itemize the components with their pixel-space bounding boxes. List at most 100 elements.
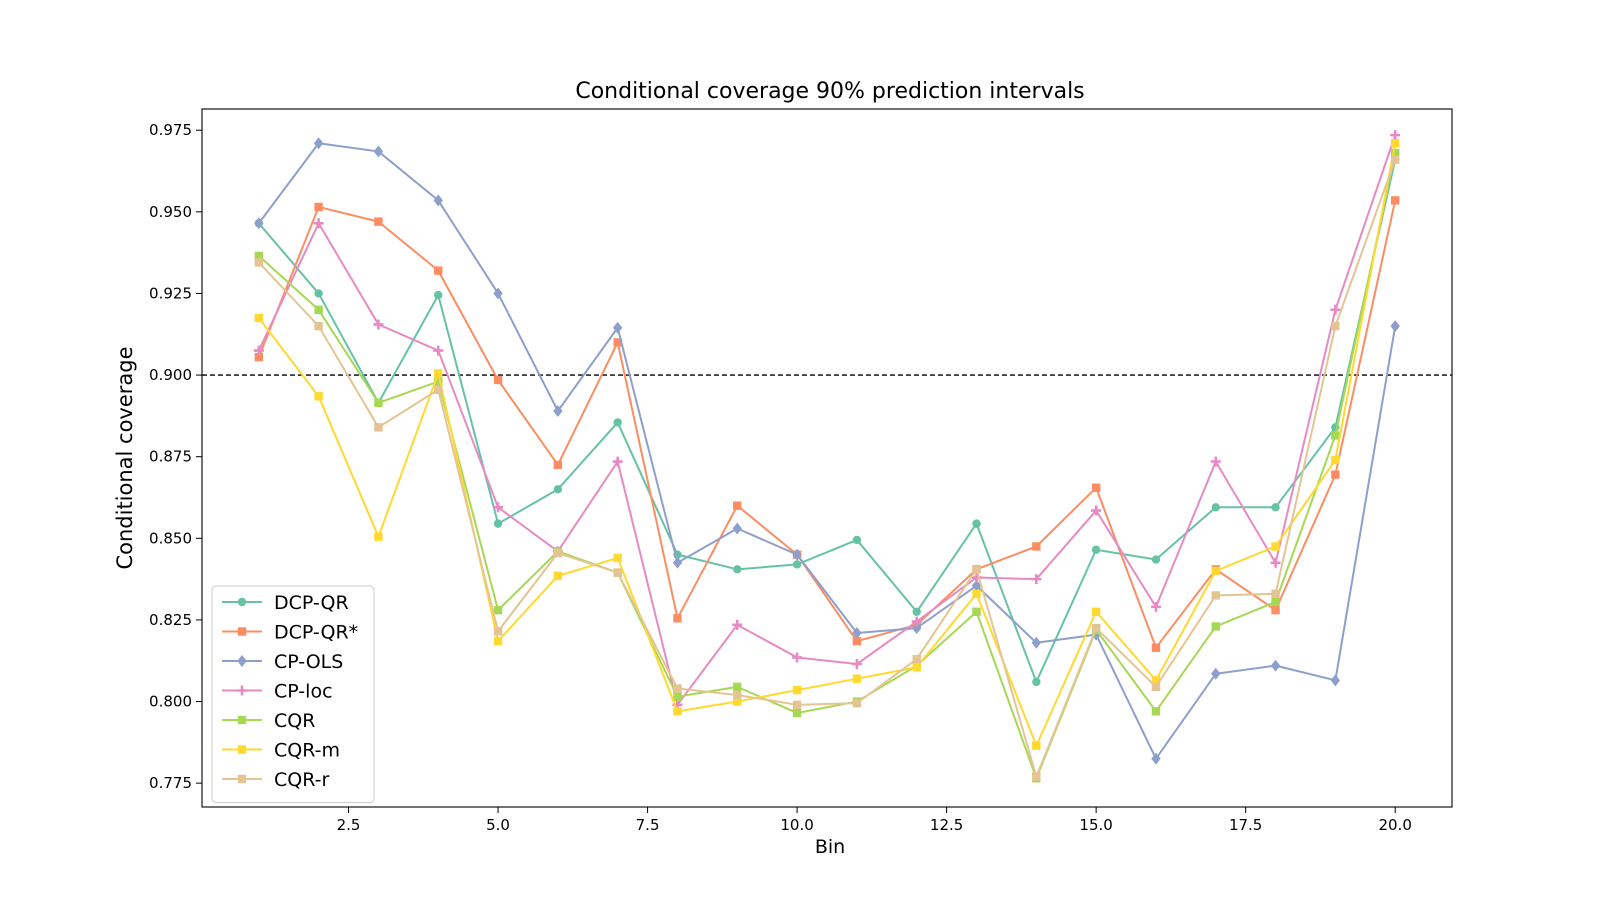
data-point [433, 345, 444, 356]
data-point [1211, 622, 1220, 631]
data-point [792, 700, 802, 710]
data-point [1032, 542, 1041, 551]
data-point [374, 398, 383, 408]
data-point [434, 290, 443, 300]
data-point [434, 385, 443, 394]
data-point [1331, 470, 1340, 479]
data-point [493, 605, 503, 615]
data-point [1270, 557, 1281, 568]
data-point [912, 607, 921, 616]
series-cqr-r [254, 155, 1400, 781]
data-point [1091, 483, 1101, 492]
data-point [1031, 636, 1042, 649]
y-tick-label: 0.875 [149, 448, 192, 466]
data-point [1271, 542, 1280, 551]
data-point [852, 674, 862, 683]
legend-label: CQR-m [274, 740, 340, 762]
x-tick-label: 7.5 [636, 816, 660, 834]
data-point [493, 502, 504, 513]
data-point [1390, 196, 1400, 205]
legend-item-cqr: CQR [222, 710, 315, 732]
legend: DCP-QR DCP-QR* CP-OLS CP-loc CQR CQR-m CQR-r [211, 585, 375, 803]
series-line [257, 134, 1397, 706]
data-point [852, 626, 862, 639]
data-point [254, 352, 264, 362]
y-tick-label: 0.775 [149, 774, 192, 792]
data-point [1331, 321, 1340, 331]
data-point [1271, 597, 1280, 607]
data-point [493, 519, 503, 528]
y-tick-label: 0.850 [149, 529, 192, 547]
data-point [373, 145, 384, 158]
data-point [1330, 304, 1341, 315]
y-tick-label: 0.825 [149, 611, 192, 629]
data-point [1331, 431, 1340, 440]
data-point [912, 654, 921, 664]
data-point [553, 485, 563, 494]
data-point [912, 663, 921, 672]
legend-item-dcp-qr: DCP-QR [222, 592, 349, 614]
legend-label: CP-loc [274, 681, 333, 703]
data-point [1331, 455, 1340, 465]
data-point [1151, 643, 1161, 652]
y-tick-label: 0.950 [149, 203, 192, 221]
data-point [1210, 456, 1221, 467]
data-point [493, 636, 503, 646]
plot-area: 2.5 5.0 7.5 10.0 12.5 15.0 17.5 20.0 0.775 0.800 0… [149, 108, 1453, 834]
y-tick-label: 0.975 [149, 121, 192, 139]
data-point [1031, 574, 1042, 585]
legend-label: CQR-r [274, 769, 330, 791]
data-point [253, 345, 264, 356]
data-point [493, 627, 503, 636]
data-point [972, 589, 981, 599]
data-point [553, 460, 563, 470]
series-line [258, 159, 1397, 683]
data-point [733, 565, 742, 574]
y-tick-label: 0.925 [149, 284, 192, 302]
data-point [254, 217, 264, 230]
y-axis-label: Conditional coverage [113, 346, 137, 569]
legend-item-cqr-r: CQR-r [222, 769, 330, 791]
y-tick-label: 0.800 [149, 693, 192, 711]
data-point [433, 194, 443, 207]
data-point [1390, 139, 1400, 148]
series-cp-ols [254, 137, 1400, 765]
data-point [1390, 130, 1401, 141]
data-point [672, 556, 683, 569]
data-point [613, 418, 622, 427]
legend-marker [237, 715, 247, 725]
data-point [493, 287, 503, 300]
data-point [732, 522, 742, 535]
data-point [673, 692, 682, 701]
legend-item-cp-loc: CP-loc [222, 681, 333, 703]
data-point [254, 258, 264, 267]
data-point [1211, 566, 1220, 576]
data-point [553, 571, 563, 581]
data-point [673, 684, 682, 693]
data-point [313, 137, 324, 150]
data-point [1032, 772, 1041, 781]
x-tick-label: 17.5 [1229, 816, 1262, 834]
x-tick-label: 12.5 [930, 816, 963, 834]
data-point [792, 548, 802, 561]
data-point [374, 532, 383, 541]
data-point [1151, 682, 1161, 692]
data-point [972, 565, 981, 574]
series-line [258, 143, 1397, 747]
data-point [613, 568, 622, 577]
data-point [314, 392, 323, 401]
data-point [1211, 503, 1220, 512]
data-point [1271, 503, 1280, 512]
data-point [792, 652, 803, 663]
x-tick-label: 15.0 [1079, 816, 1112, 834]
data-point [972, 519, 981, 528]
data-point [732, 619, 743, 630]
data-point [1151, 752, 1161, 765]
data-point [733, 690, 742, 700]
legend-marker [237, 685, 247, 696]
legend-marker [237, 745, 247, 754]
x-axis-label: Bin [815, 836, 845, 858]
legend-marker [237, 774, 247, 784]
data-point [852, 535, 862, 545]
